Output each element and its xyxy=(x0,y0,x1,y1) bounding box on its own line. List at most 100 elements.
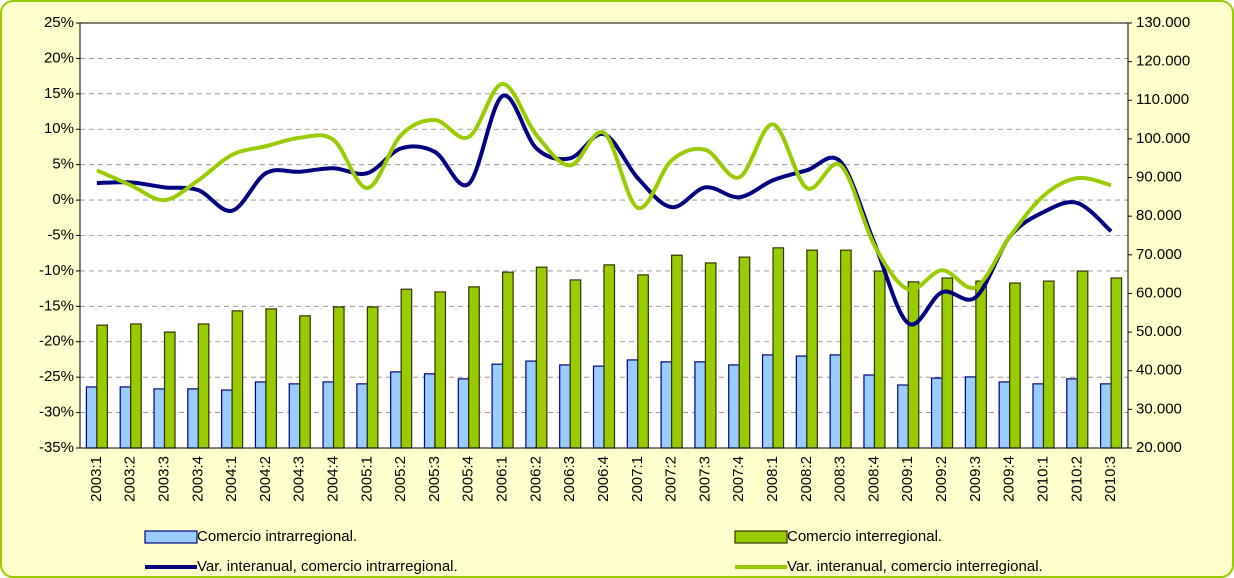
x-tick-label: 2008:4 xyxy=(865,456,882,502)
bar xyxy=(671,254,683,449)
bar xyxy=(525,360,537,449)
bar xyxy=(85,386,98,449)
bar xyxy=(356,383,368,449)
legend-label: Var. interanual, comercio interregional. xyxy=(787,558,1043,575)
legend-swatch xyxy=(144,530,198,544)
bar xyxy=(254,381,267,449)
x-tick-label: 2004:4 xyxy=(325,456,342,502)
bar xyxy=(491,363,504,449)
legend-label: Comercio intrarregional. xyxy=(197,528,357,545)
bar xyxy=(694,361,707,449)
x-tick-label: 2003:3 xyxy=(155,456,172,502)
bar xyxy=(119,386,132,449)
bar xyxy=(457,378,470,449)
x-tick-label: 2007:3 xyxy=(696,456,713,502)
y-tick-label: -10% xyxy=(39,262,74,279)
bar xyxy=(153,388,166,449)
bar xyxy=(941,277,954,449)
bar xyxy=(1066,378,1078,449)
x-tick-label: 2009:3 xyxy=(967,456,984,502)
x-tick-label: 2005:2 xyxy=(392,456,409,502)
bar xyxy=(501,271,514,449)
y-tick-label: 0% xyxy=(52,191,74,208)
bar xyxy=(468,286,480,449)
x-tick-label: 2005:4 xyxy=(460,456,477,502)
bar xyxy=(569,279,582,449)
bar xyxy=(873,270,886,449)
x-tick-label: 2004:2 xyxy=(257,456,274,502)
bar xyxy=(221,389,233,449)
y2-tick-label: 80.000 xyxy=(1136,207,1182,224)
x-tick-label: 2003:2 xyxy=(122,456,139,502)
y2-tick-label: 120.000 xyxy=(1136,53,1190,70)
bar xyxy=(603,264,616,449)
bar xyxy=(626,359,639,449)
bar xyxy=(559,364,571,449)
bar xyxy=(930,377,943,449)
x-tick-label: 2008:2 xyxy=(798,456,815,502)
bar xyxy=(907,281,920,449)
y-tick-label: 20% xyxy=(44,49,74,66)
y-tick-label: 5% xyxy=(52,156,74,173)
bar xyxy=(288,383,301,449)
legend-swatch xyxy=(734,530,788,544)
bar xyxy=(197,323,210,449)
x-tick-label: 2007:1 xyxy=(629,456,646,502)
bar xyxy=(535,266,548,449)
x-tick-label: 2006:4 xyxy=(595,456,612,502)
bar xyxy=(299,315,311,449)
x-tick-label: 2010:1 xyxy=(1034,456,1051,502)
x-tick-label: 2009:2 xyxy=(933,456,950,502)
bar xyxy=(704,262,717,449)
y2-tick-label: 30.000 xyxy=(1136,400,1182,417)
y2-tick-label: 60.000 xyxy=(1136,284,1182,301)
bar xyxy=(592,365,605,449)
bar xyxy=(772,247,785,449)
x-tick-label: 2010:3 xyxy=(1102,456,1119,502)
y2-tick-label: 70.000 xyxy=(1136,246,1182,263)
x-tick-label: 2006:2 xyxy=(527,456,544,502)
x-tick-label: 2005:3 xyxy=(426,456,443,502)
bar xyxy=(1099,383,1112,449)
bar xyxy=(728,364,740,449)
y-tick-label: -5% xyxy=(47,226,74,243)
x-tick-label: 2007:4 xyxy=(730,456,747,502)
bar xyxy=(96,324,109,449)
bar xyxy=(390,371,402,449)
bar xyxy=(231,310,244,449)
x-tick-label: 2004:1 xyxy=(223,456,240,502)
bar xyxy=(975,280,987,449)
y2-tick-label: 40.000 xyxy=(1136,362,1182,379)
y2-tick-label: 50.000 xyxy=(1136,323,1182,340)
x-tick-label: 2008:3 xyxy=(832,456,849,502)
y-tick-label: -35% xyxy=(39,439,74,456)
y2-tick-label: 90.000 xyxy=(1136,169,1182,186)
y2-tick-label: 110.000 xyxy=(1136,91,1189,108)
bar xyxy=(829,354,842,449)
bar xyxy=(761,354,774,449)
y2-tick-label: 20.000 xyxy=(1136,439,1182,456)
bar xyxy=(366,306,379,449)
y2-tick-label: 130.000 xyxy=(1136,14,1190,31)
y-tick-label: -30% xyxy=(39,404,74,421)
x-tick-label: 2003:1 xyxy=(88,456,105,502)
y-tick-label: -25% xyxy=(39,368,74,385)
bar xyxy=(637,274,649,449)
x-tick-label: 2004:3 xyxy=(291,456,308,502)
x-tick-label: 2009:1 xyxy=(899,456,916,502)
y-tick-label: -15% xyxy=(39,297,74,314)
bar xyxy=(400,288,413,449)
bar xyxy=(897,384,909,449)
bar xyxy=(434,291,447,449)
bar xyxy=(130,323,142,449)
bar xyxy=(840,249,852,449)
bar xyxy=(332,306,345,449)
bar xyxy=(265,308,278,449)
bar xyxy=(964,376,977,449)
bar xyxy=(738,256,751,449)
line xyxy=(96,81,1112,292)
y-tick-label: -20% xyxy=(39,333,74,350)
x-tick-label: 2007:2 xyxy=(663,456,680,502)
bar xyxy=(1009,282,1021,449)
